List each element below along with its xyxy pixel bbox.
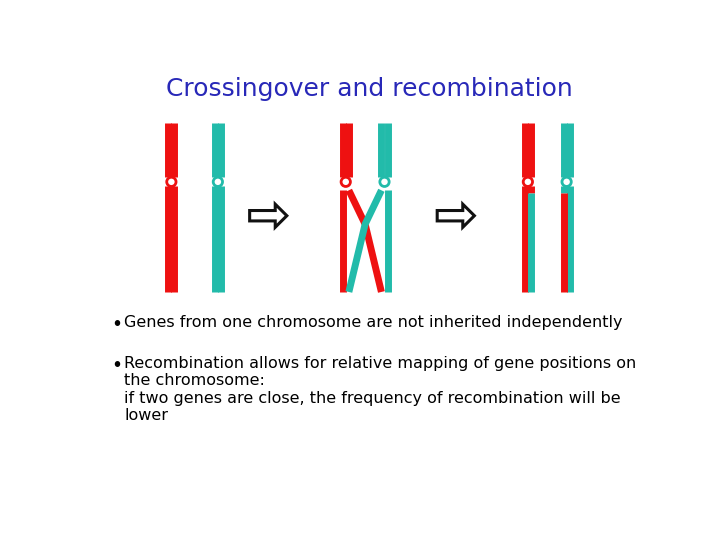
Polygon shape [437,204,474,227]
Polygon shape [250,204,287,227]
Text: •: • [112,356,123,375]
Text: •: • [112,315,123,334]
Text: Genes from one chromosome are not inherited independently: Genes from one chromosome are not inheri… [124,315,623,330]
Text: Recombination allows for relative mapping of gene positions on
the chromosome:
i: Recombination allows for relative mappin… [124,356,636,423]
Text: Crossingover and recombination: Crossingover and recombination [166,77,572,102]
